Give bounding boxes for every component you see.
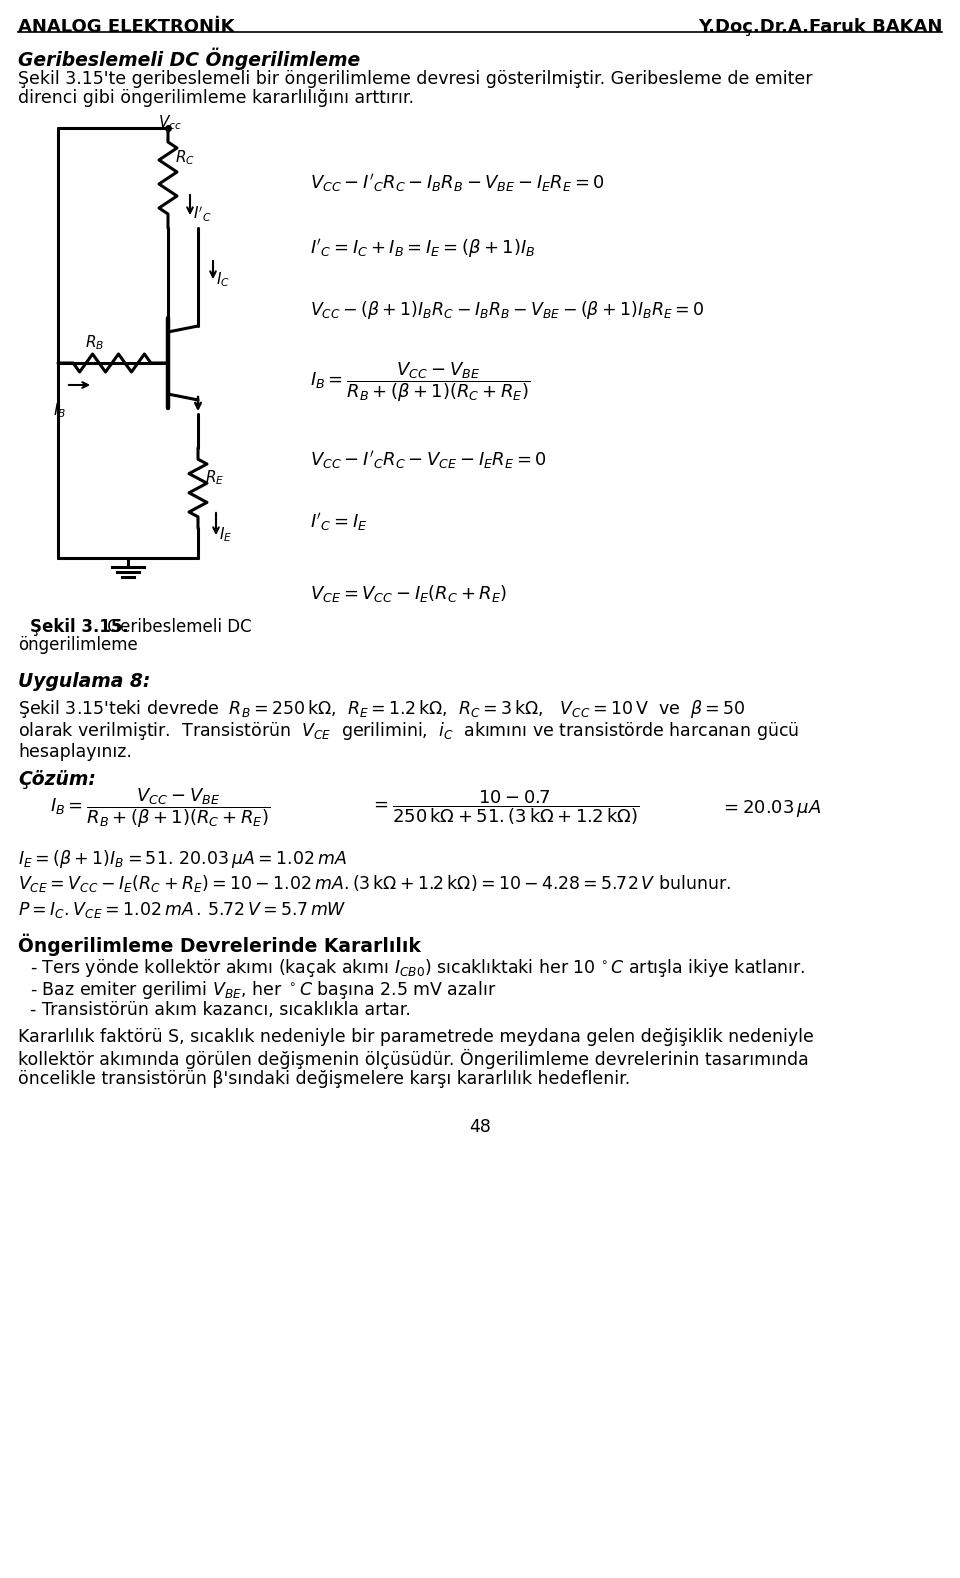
- Text: $R_E$: $R_E$: [205, 469, 225, 486]
- Text: $I_B = \dfrac{V_{CC} - V_{BE}}{R_B + (\beta+1)(R_C + R_E)}$: $I_B = \dfrac{V_{CC} - V_{BE}}{R_B + (\b…: [310, 360, 530, 404]
- Text: $V_{CE} = V_{CC} - I_E(R_C + R_E)$: $V_{CE} = V_{CC} - I_E(R_C + R_E)$: [310, 582, 507, 603]
- Text: direnci gibi öngerilimleme kararlılığını arttırır.: direnci gibi öngerilimleme kararlılığını…: [18, 88, 414, 107]
- Text: $V_{CC} - I'_{C}R_{C} - I_B R_B - V_{BE} - I_E R_E = 0$: $V_{CC} - I'_{C}R_{C} - I_B R_B - V_{BE}…: [310, 172, 605, 194]
- Text: Y.Doç.Dr.A.Faruk BAKAN: Y.Doç.Dr.A.Faruk BAKAN: [698, 17, 942, 36]
- Text: hesaplayınız.: hesaplayınız.: [18, 743, 132, 761]
- Text: olarak verilmiştir.  Transistörün  $V_{CE}$  gerilimini,  $i_C$  akımını ve tran: olarak verilmiştir. Transistörün $V_{CE}…: [18, 720, 799, 742]
- Text: $P = I_C.V_{CE} = 1.02\,mA\,.\,5.72\,V = 5.7\,mW$: $P = I_C.V_{CE} = 1.02\,mA\,.\,5.72\,V =…: [18, 899, 347, 920]
- Text: Kararlılık faktörü S, sıcaklık nedeniyle bir parametrede meydana gelen değişikli: Kararlılık faktörü S, sıcaklık nedeniyle…: [18, 1027, 814, 1046]
- Text: Şekil 3.15'te geribeslemeli bir öngerilimleme devresi gösterilmiştir. Geribeslem: Şekil 3.15'te geribeslemeli bir öngerili…: [18, 69, 812, 88]
- Text: $V_{cc}$: $V_{cc}$: [158, 114, 182, 131]
- Text: $I_C$: $I_C$: [216, 270, 229, 289]
- Text: $I'_{C} = I_C + I_B = I_E = (\beta + 1)I_B$: $I'_{C} = I_C + I_B = I_E = (\beta + 1)I…: [310, 237, 536, 259]
- Text: $R_C$: $R_C$: [175, 148, 195, 167]
- Text: öngerilimleme: öngerilimleme: [18, 636, 138, 653]
- Text: - Baz emiter gerilimi $V_{BE}$, her $^\circ C$ başına 2.5 mV azalır: - Baz emiter gerilimi $V_{BE}$, her $^\c…: [30, 978, 496, 1000]
- Text: - Transistörün akım kazancı, sıcaklıkla artar.: - Transistörün akım kazancı, sıcaklıkla …: [30, 1000, 411, 1019]
- Text: $V_{CC} - I'_{C}R_C - V_{CE} - I_E R_E = 0$: $V_{CC} - I'_{C}R_C - V_{CE} - I_E R_E =…: [310, 450, 547, 470]
- Text: $I'_C = I_E$: $I'_C = I_E$: [310, 511, 368, 533]
- Text: $= 20.03\,\mu A$: $= 20.03\,\mu A$: [720, 797, 821, 819]
- Text: ANALOG ELEKTRONİK: ANALOG ELEKTRONİK: [18, 17, 234, 36]
- Text: kollektör akımında görülen değişmenin ölçüsüdür. Öngerilimleme devrelerinin tasa: kollektör akımında görülen değişmenin öl…: [18, 1049, 808, 1068]
- Text: Şekil 3.15.: Şekil 3.15.: [30, 619, 129, 636]
- Text: Çözüm:: Çözüm:: [18, 770, 96, 789]
- Text: Geribeslemeli DC Öngerilimleme: Geribeslemeli DC Öngerilimleme: [18, 47, 360, 71]
- Text: $I_B$: $I_B$: [53, 401, 66, 420]
- Text: $R_B$: $R_B$: [85, 333, 105, 352]
- Text: $I_E$: $I_E$: [219, 525, 232, 544]
- Text: $V_{CC} - (\beta+1)I_B R_C - I_B R_B - V_{BE} - (\beta+1)I_B R_E = 0$: $V_{CC} - (\beta+1)I_B R_C - I_B R_B - V…: [310, 298, 705, 320]
- Text: Uygulama 8:: Uygulama 8:: [18, 672, 151, 691]
- Text: 48: 48: [469, 1117, 491, 1136]
- Text: $V_{CE} = V_{CC} - I_E(R_C + R_E) = 10 - 1.02\,mA.(3\,\mathrm{k}\Omega + 1.2\,\m: $V_{CE} = V_{CC} - I_E(R_C + R_E) = 10 -…: [18, 873, 731, 895]
- Text: Öngerilimleme Devrelerinde Kararlılık: Öngerilimleme Devrelerinde Kararlılık: [18, 934, 420, 956]
- Text: $I_B = \dfrac{V_{CC} - V_{BE}}{R_B + (\beta+1)(R_C + R_E)}$: $I_B = \dfrac{V_{CC} - V_{BE}}{R_B + (\b…: [50, 786, 271, 830]
- Text: öncelikle transistörün β'sındaki değişmelere karşı kararlılık hedeflenir.: öncelikle transistörün β'sındaki değişme…: [18, 1070, 631, 1087]
- Text: Şekil 3.15'teki devrede  $R_B = 250\,\mathrm{k}\Omega$,  $R_E = 1.2\,\mathrm{k}\: Şekil 3.15'teki devrede $R_B = 250\,\mat…: [18, 697, 746, 720]
- Text: - Ters yönde kollektör akımı (kaçak akımı $I_{CB0}$) sıcaklıktaki her $10\,^\cir: - Ters yönde kollektör akımı (kaçak akım…: [30, 956, 805, 978]
- Text: Geribeslemeli DC: Geribeslemeli DC: [102, 619, 252, 636]
- Text: $I'_C$: $I'_C$: [193, 205, 211, 224]
- Text: $I_E = (\beta+1)I_B = 51.\, 20.03\,\mu A = 1.02\,mA$: $I_E = (\beta+1)I_B = 51.\, 20.03\,\mu A…: [18, 847, 347, 869]
- Text: $=\dfrac{10 - 0.7}{250\,\mathrm{k}\Omega + 51.(3\,\mathrm{k}\Omega + 1.2\,\mathr: $=\dfrac{10 - 0.7}{250\,\mathrm{k}\Omega…: [370, 789, 639, 827]
